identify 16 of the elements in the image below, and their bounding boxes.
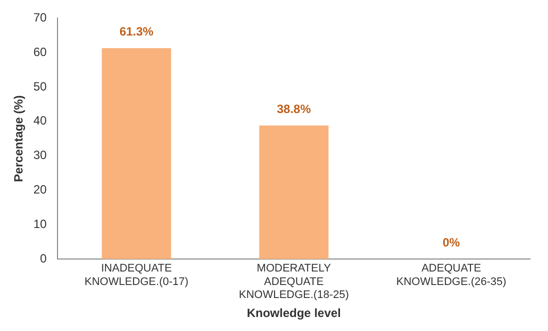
x-tick-label: ADEQUATE KNOWLEDGE.(26-35) xyxy=(396,262,506,288)
y-tick-label: 50 xyxy=(33,79,48,94)
x-tick-label: INADEQUATE KNOWLEDGE.(0-17) xyxy=(84,262,188,288)
y-tick-label: 10 xyxy=(33,216,48,231)
y-tick-label: 20 xyxy=(33,182,48,197)
data-label: 61.3% xyxy=(119,24,154,38)
y-tick-label: 40 xyxy=(33,114,48,128)
data-label: 0% xyxy=(442,235,460,250)
x-tick-label: MODERATELY ADEQUATE KNOWLEDGE.(18-25) xyxy=(238,262,349,302)
y-axis-title: Percentage (%) xyxy=(12,95,26,182)
y-tick-label: 30 xyxy=(33,148,48,162)
y-tick-label: 60 xyxy=(33,44,48,59)
y-tick-label: 0 xyxy=(40,251,48,266)
y-tick-label: 70 xyxy=(33,10,48,25)
x-axis-title: Knowledge level xyxy=(246,306,341,320)
data-label: 38.8% xyxy=(276,102,312,116)
